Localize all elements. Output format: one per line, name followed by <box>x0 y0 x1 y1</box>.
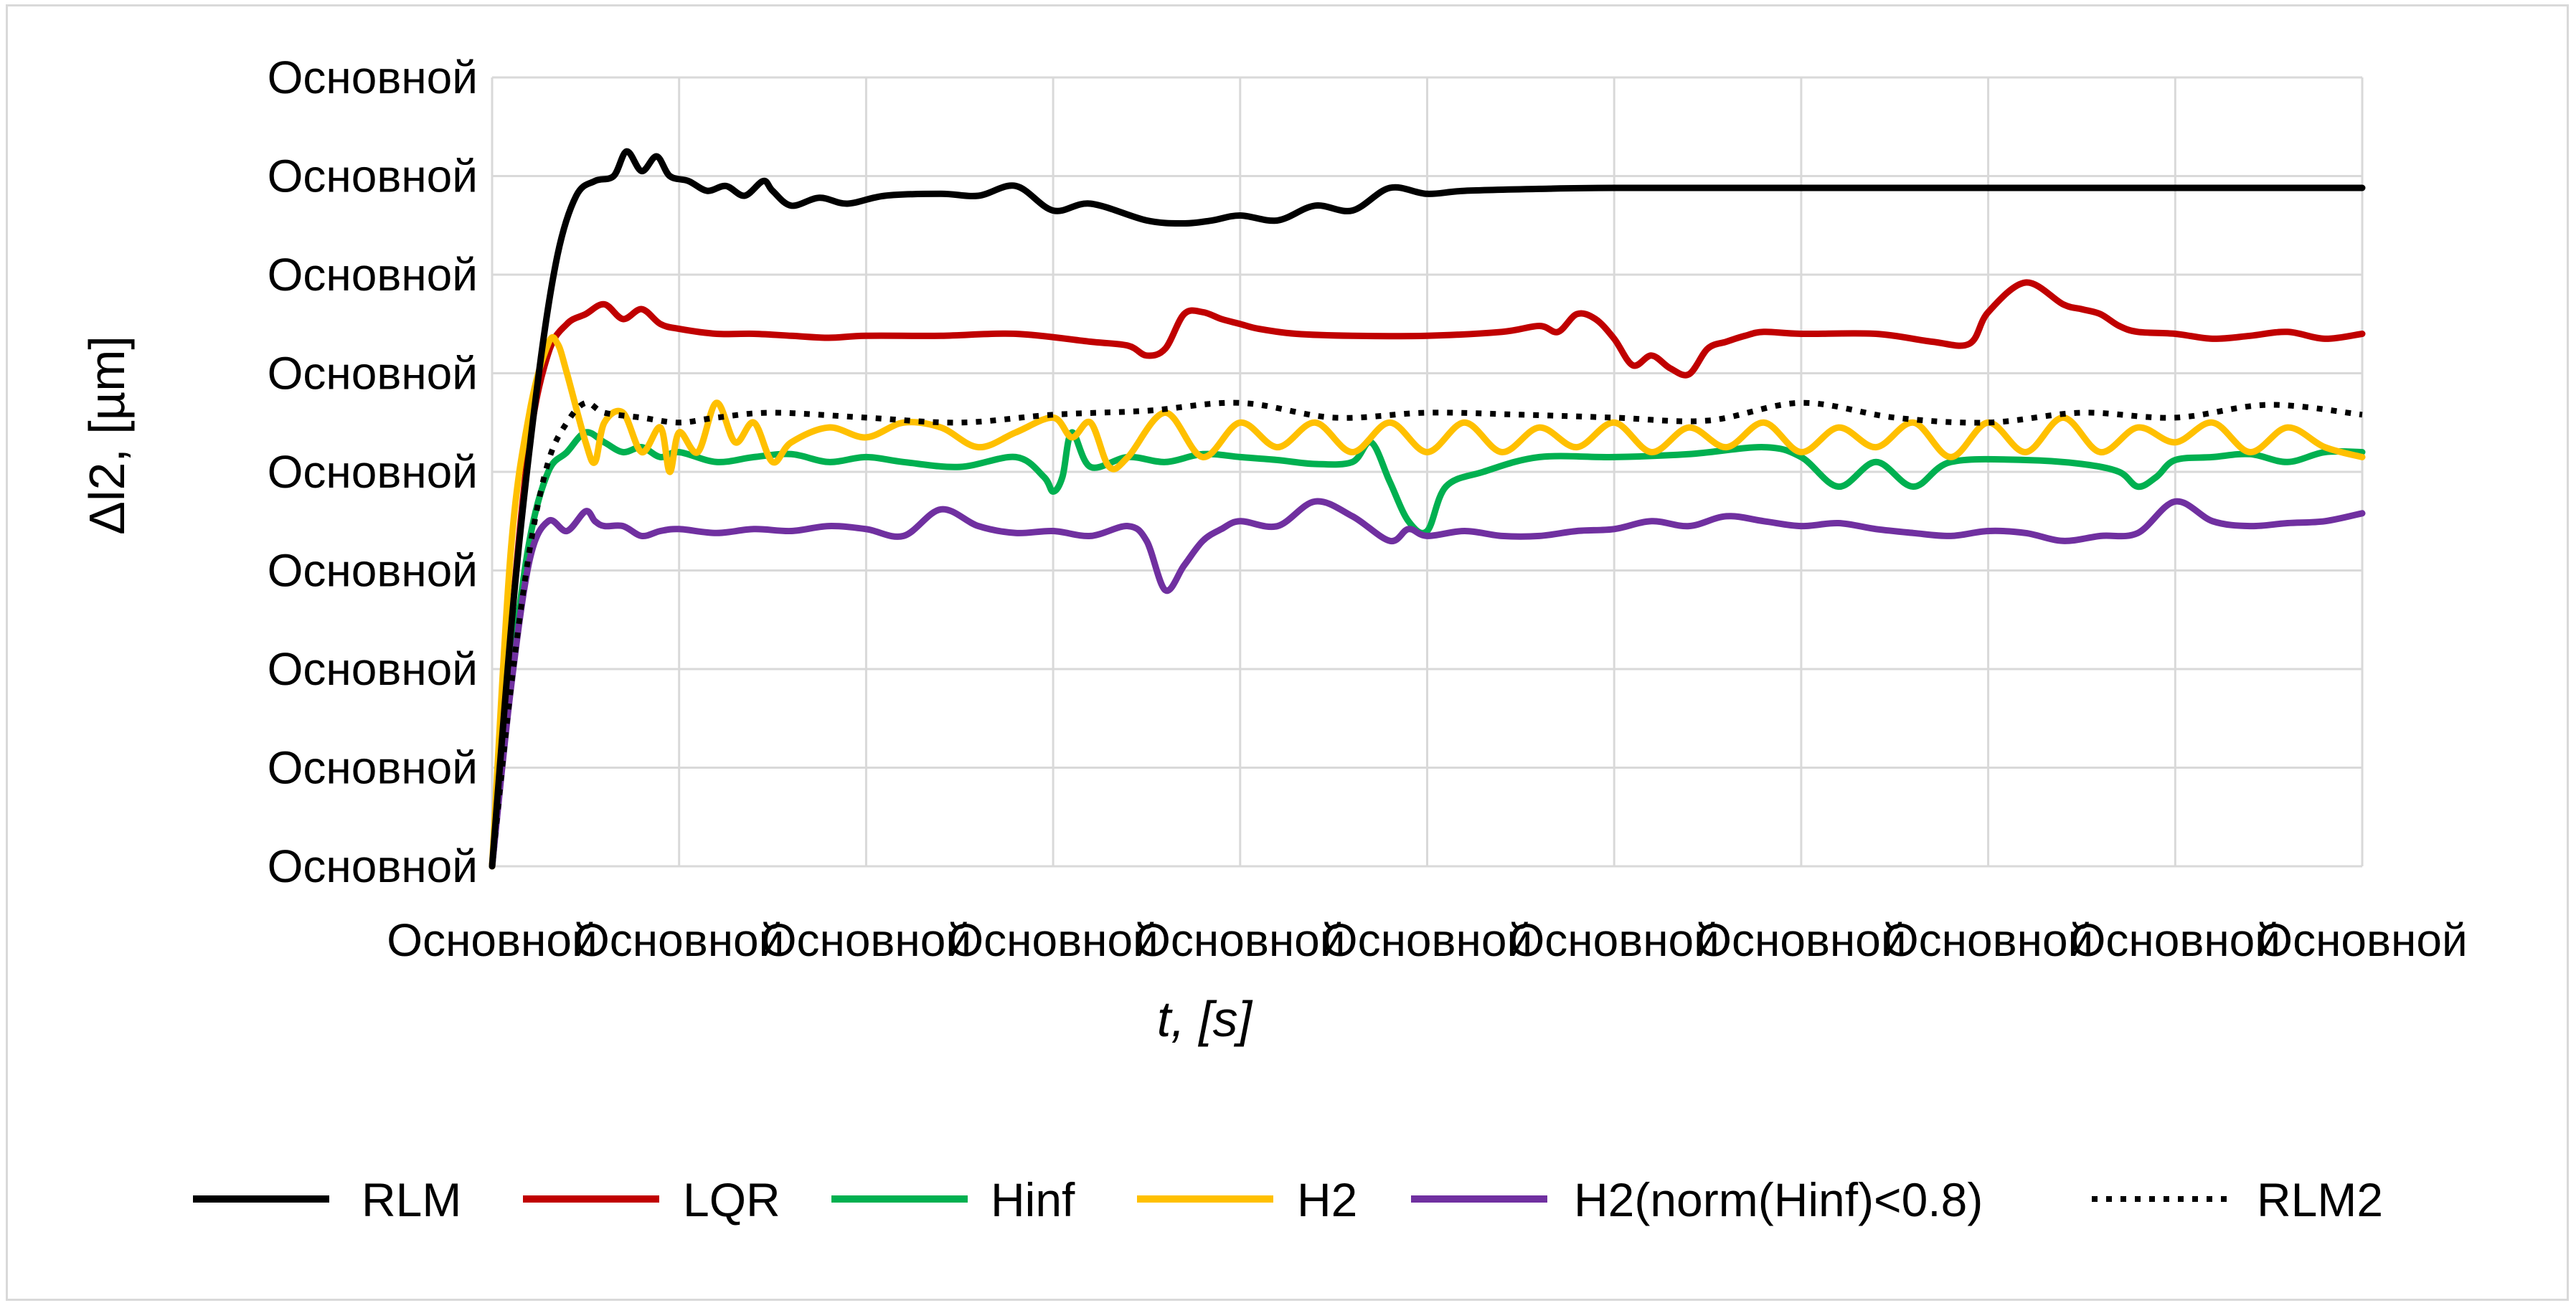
legend-label: H2(norm(Hinf)<0.8) <box>1574 1173 1983 1226</box>
x-tick-label: Основной <box>2070 914 2280 966</box>
x-tick-label: Основной <box>1322 914 1532 966</box>
y-tick-labels: Основной Основной Основной Основной Основной… <box>268 52 478 892</box>
y-tick-label: Основной <box>268 52 478 103</box>
y-tick-label: Основной <box>268 249 478 300</box>
x-tick-label: Основной <box>1883 914 2093 966</box>
series-line-lqr <box>489 279 2366 870</box>
legend-item-h2: H2 <box>1137 1173 1357 1226</box>
legend-label: Hinf <box>991 1173 1075 1226</box>
chart-svg: ОсновнойОсновнойОсновнойОсновнойОсновной… <box>79 52 2468 1226</box>
y-tick-label: Основной <box>268 545 478 597</box>
series-line-h2 <box>489 333 2366 870</box>
x-tick-label: Основной <box>1509 914 1719 966</box>
x-tick-label: Основной <box>948 914 1158 966</box>
y-tick-label: Основной <box>268 840 478 892</box>
legend-item-rlm2: RLM2 <box>2092 1173 2383 1226</box>
series-line-rlm <box>489 148 2366 870</box>
y-axis-title: Δl2, [µm] <box>79 336 135 535</box>
legend-item-hinf: Hinf <box>831 1173 1075 1226</box>
series-line-rlm2 <box>489 399 2363 867</box>
x-tick-label: Основной <box>2257 914 2467 966</box>
legend-item-h2-norm-hinf-0-8: H2(norm(Hinf)<0.8) <box>1411 1173 1983 1226</box>
grid-layer <box>491 76 2364 868</box>
legend-item-rlm: RLM <box>193 1173 461 1226</box>
legend: RLM LQR Hinf H2 H2(norm(Hinf)<0.8) RLM2 <box>193 1173 2383 1226</box>
x-tick-label: Основной <box>574 914 784 966</box>
x-tick-label: Основной <box>387 914 597 966</box>
x-axis-title: t, [s] <box>1157 991 1253 1047</box>
series-line-h2-norm-hinf-0-8 <box>489 498 2366 870</box>
chart-frame: Основной Основной Основной Основной Основной… <box>6 4 2569 1301</box>
legend-item-lqr: LQR <box>523 1173 780 1226</box>
y-tick-label: Основной <box>268 742 478 794</box>
x-tick-label: Основной <box>1135 914 1345 966</box>
x-tick-labels: ОсновнойОсновнойОсновнойОсновнойОсновной… <box>387 914 2467 966</box>
legend-label: RLM <box>362 1173 461 1226</box>
x-tick-label: Основной <box>1696 914 1906 966</box>
y-tick-label: Основной <box>268 151 478 202</box>
y-tick-label: Основной <box>268 446 478 498</box>
y-tick-label: Основной <box>268 643 478 695</box>
y-tick-label: Основной <box>268 348 478 399</box>
legend-label: RLM2 <box>2257 1173 2383 1226</box>
legend-label: LQR <box>683 1173 780 1226</box>
x-tick-label: Основной <box>761 914 971 966</box>
series-layer <box>489 148 2366 870</box>
legend-label: H2 <box>1297 1173 1357 1226</box>
